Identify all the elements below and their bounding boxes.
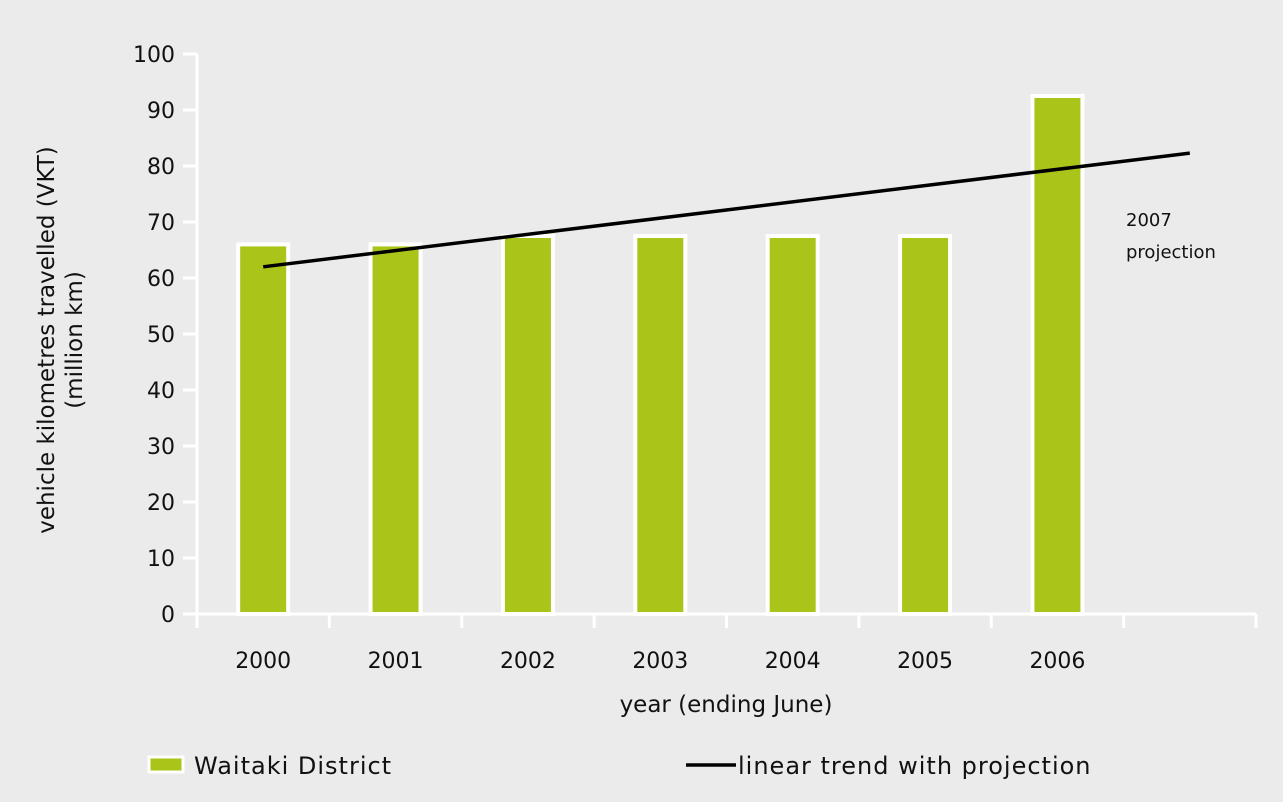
x-axis-title: year (ending June) — [620, 692, 833, 718]
y-tick-label: 80 — [147, 155, 175, 180]
bar-2001 — [368, 242, 423, 616]
bar-2002 — [500, 234, 555, 616]
x-tick-label: 2002 — [500, 649, 556, 674]
x-tick-label: 2000 — [235, 649, 291, 674]
y-axis-title-line-2: (million km) — [62, 271, 88, 409]
x-tick-label: 2005 — [897, 649, 953, 674]
y-tick-label: 70 — [147, 211, 175, 236]
y-axis-title-line-1: vehicle kilometres travelled (VKT) — [34, 146, 60, 534]
y-tick-label: 10 — [147, 547, 175, 572]
y-tick-label: 20 — [147, 491, 175, 516]
legend-label-bars: Waitaki District — [194, 752, 392, 780]
annotation-line-1: 2007 — [1126, 210, 1172, 231]
bar-2005 — [898, 234, 953, 616]
y-tick-label: 90 — [147, 99, 175, 124]
y-tick-label: 100 — [133, 43, 175, 68]
x-tick-labels: 2000 2001 2002 2003 2004 2005 2006 — [235, 649, 1085, 674]
bar-2000 — [236, 242, 291, 616]
y-tick-label: 60 — [147, 267, 175, 292]
y-tick-label: 50 — [147, 323, 175, 348]
annotation-line-2: projection — [1126, 242, 1216, 263]
trend — [262, 151, 1191, 269]
y-tick-labels: 0 10 20 30 40 50 60 70 80 90 100 — [133, 43, 175, 628]
y-axis-title: vehicle kilometres travelled (VKT) (mill… — [34, 146, 88, 534]
y-tick-label: 0 — [161, 603, 175, 628]
legend-label-trend: linear trend with projection — [738, 752, 1092, 780]
legend-swatch-bars — [147, 755, 185, 774]
trend-line — [262, 151, 1191, 269]
y-tick-label: 40 — [147, 379, 175, 404]
legend: Waitaki District linear trend with proje… — [147, 752, 1092, 780]
y-tick-label: 30 — [147, 435, 175, 460]
x-tick-label: 2004 — [765, 649, 821, 674]
x-tick-label: 2003 — [632, 649, 688, 674]
bars — [236, 94, 1085, 616]
bar-2004 — [765, 234, 820, 616]
bar-2006 — [1030, 94, 1085, 616]
x-tick-label: 2001 — [368, 649, 424, 674]
bar-2003 — [633, 234, 688, 616]
axes — [183, 52, 1258, 628]
x-tick-label: 2006 — [1029, 649, 1085, 674]
